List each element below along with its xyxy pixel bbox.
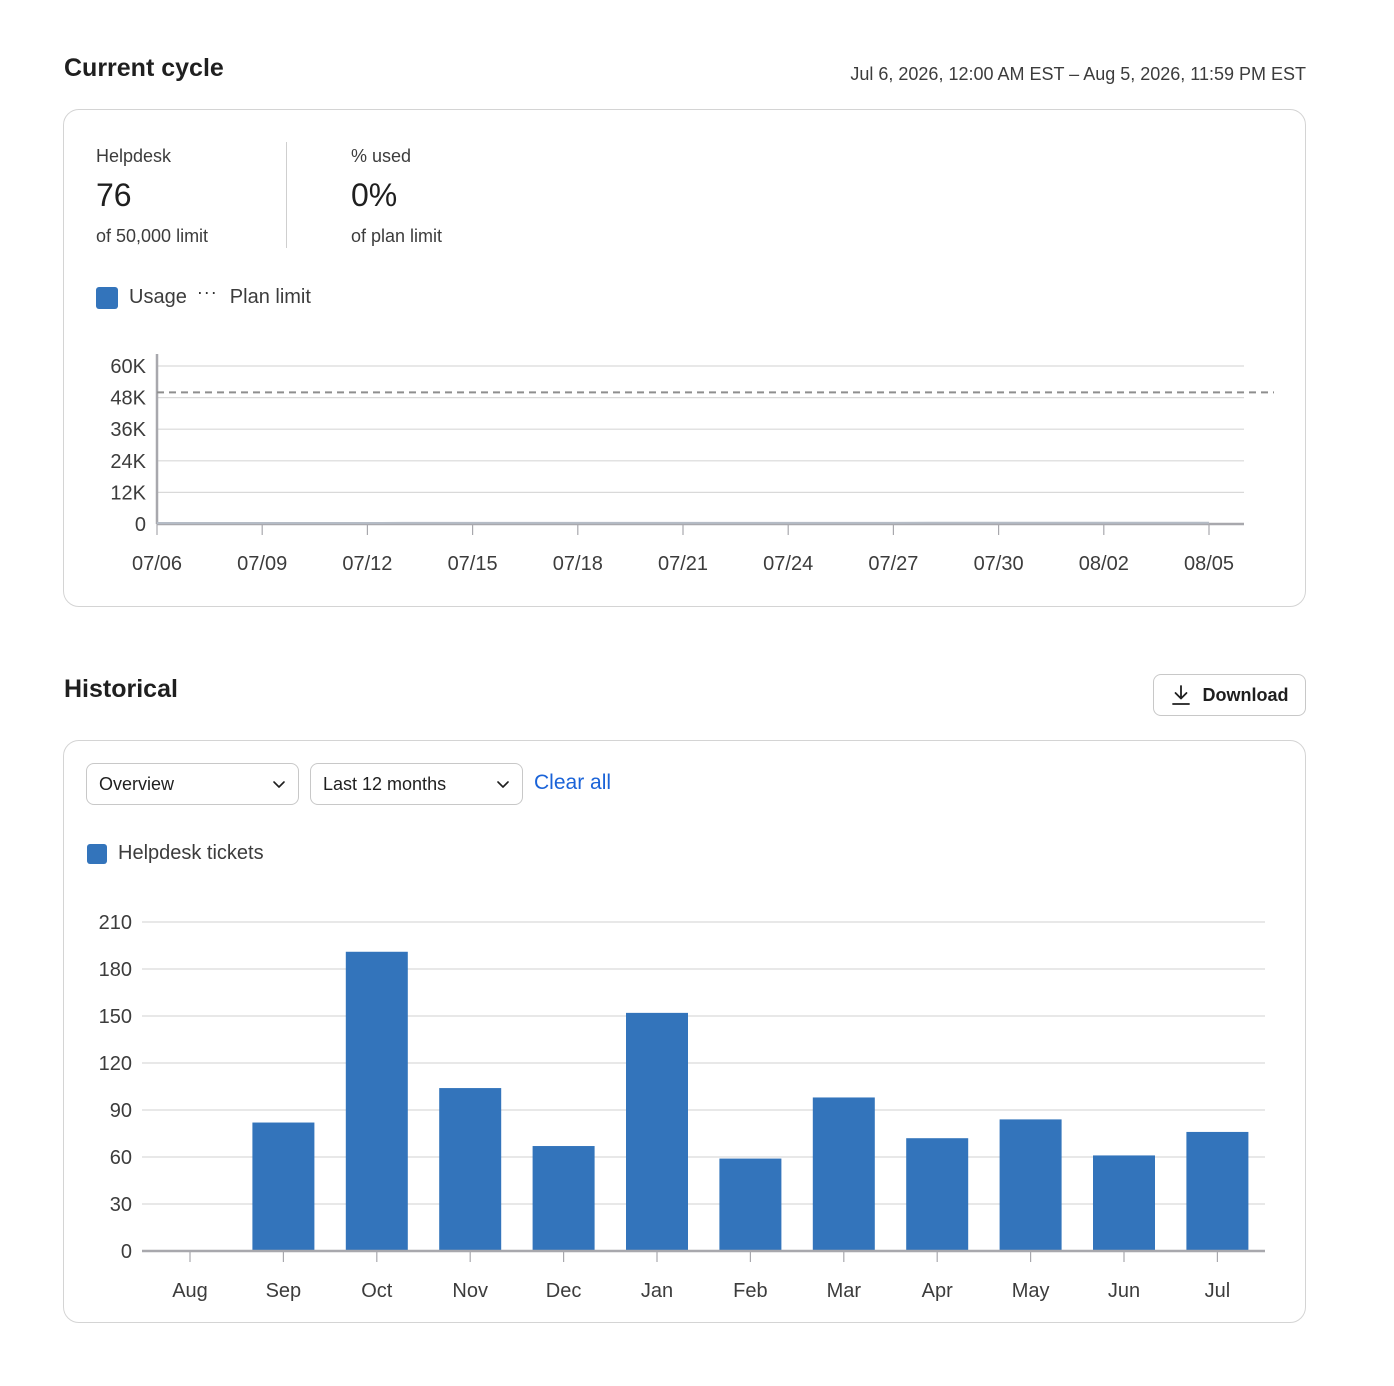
y-tick-label: 36K	[110, 419, 146, 441]
helpdesk-tickets-legend-label: Helpdesk tickets	[118, 842, 264, 864]
period-select-value: Last 12 months	[323, 773, 447, 794]
y-tick-label: 60	[110, 1147, 132, 1169]
cycle-usage-chart: 0 12K 24K 36K 48K 60K 07/06 07/09 07/12 07/15 07/1…	[110, 354, 1274, 575]
chevron-down-icon	[497, 780, 509, 788]
download-button[interactable]: Download	[1153, 674, 1306, 716]
x-tick-label: 08/05	[1184, 553, 1234, 575]
x-tick-label: 07/18	[553, 553, 603, 575]
bar-sep	[252, 1122, 315, 1251]
y-tick-label: 210	[99, 912, 132, 934]
x-tick-label: 08/02	[1079, 553, 1129, 575]
x-tick-label: 07/27	[868, 553, 918, 575]
y-tick-label: 30	[110, 1194, 132, 1216]
helpdesk-stat-limit: of 50,000 limit	[96, 226, 209, 246]
view-select[interactable]: Overview	[86, 763, 299, 805]
view-select-value: Overview	[99, 773, 175, 794]
helpdesk-tickets-legend-swatch	[87, 843, 107, 864]
x-tick-label: Jul	[1205, 1280, 1231, 1302]
historical-chart-legend: Helpdesk tickets	[87, 842, 264, 865]
bar-mar	[812, 1097, 875, 1251]
helpdesk-stat: Helpdesk 76 of 50,000 limit	[96, 146, 208, 247]
plan-limit-legend-label: Plan limit	[229, 286, 311, 308]
x-tick-label: Nov	[452, 1280, 488, 1302]
plan-limit-legend-dots: ···	[196, 282, 218, 302]
x-tick-label: Aug	[172, 1280, 208, 1302]
historical-title: Historical	[64, 675, 178, 703]
clear-all-link[interactable]: Clear all	[534, 771, 612, 794]
x-tick-label: Apr	[922, 1280, 953, 1302]
percent-used-label: % used	[351, 146, 412, 166]
bar-feb	[719, 1158, 782, 1251]
bar-jul	[1186, 1131, 1249, 1251]
percent-used-sub: of plan limit	[351, 226, 443, 246]
period-select[interactable]: Last 12 months	[310, 763, 523, 805]
y-tick-label: 24K	[110, 451, 146, 473]
helpdesk-stat-label: Helpdesk	[96, 146, 172, 166]
usage-legend-swatch	[96, 286, 118, 309]
x-tick-label: 07/12	[342, 553, 392, 575]
x-tick-label: Mar	[827, 1280, 862, 1302]
historical-bar-chart: 0 30 60 90 120 150 180 210 Aug Sep Oct Nov Dec Jan Feb…	[99, 912, 1265, 1302]
y-tick-label: 180	[99, 959, 132, 981]
stat-divider	[286, 142, 287, 248]
cycle-date-range: Jul 6, 2026, 12:00 AM EST – Aug 5, 2026,…	[850, 64, 1306, 84]
x-tick-label: Dec	[546, 1280, 582, 1302]
bar-jan	[626, 1012, 688, 1251]
bar-oct	[345, 951, 408, 1251]
bar-may	[999, 1119, 1062, 1251]
usage-legend-label: Usage	[129, 286, 187, 308]
x-tick-label: Jun	[1108, 1280, 1140, 1302]
y-tick-label: 120	[99, 1053, 132, 1075]
x-tick-label: Sep	[266, 1280, 302, 1302]
helpdesk-stat-value: 76	[96, 177, 132, 213]
x-tick-label: 07/06	[132, 553, 182, 575]
x-tick-label: May	[1012, 1280, 1050, 1302]
bar-dec	[532, 1146, 595, 1251]
percent-used-value: 0%	[351, 177, 398, 213]
y-tick-label: 150	[99, 1006, 132, 1028]
cycle-chart-legend: Usage ··· Plan limit	[96, 282, 311, 309]
bar-apr	[906, 1138, 969, 1251]
y-tick-label: 0	[135, 514, 146, 536]
y-tick-label: 12K	[110, 482, 146, 504]
x-tick-label: Feb	[733, 1280, 767, 1302]
x-tick-label: 07/24	[763, 553, 813, 575]
x-tick-label: 07/09	[237, 553, 287, 575]
x-tick-label: Jan	[641, 1280, 673, 1302]
percent-used-stat: % used 0% of plan limit	[351, 146, 442, 247]
bar-nov	[439, 1088, 502, 1251]
y-tick-label: 48K	[110, 388, 146, 410]
download-label: Download	[1202, 684, 1289, 705]
x-tick-label: 07/15	[448, 553, 498, 575]
x-tick-label: 07/30	[974, 553, 1024, 575]
y-tick-label: 0	[121, 1241, 132, 1263]
bar-jun	[1093, 1155, 1155, 1251]
chevron-down-icon	[273, 780, 285, 788]
download-icon	[1171, 685, 1190, 705]
x-tick-label: 07/21	[658, 553, 708, 575]
y-tick-label: 90	[110, 1100, 132, 1122]
y-tick-label: 60K	[110, 356, 146, 378]
x-tick-label: Oct	[361, 1280, 393, 1302]
current-cycle-title: Current cycle	[64, 54, 224, 82]
